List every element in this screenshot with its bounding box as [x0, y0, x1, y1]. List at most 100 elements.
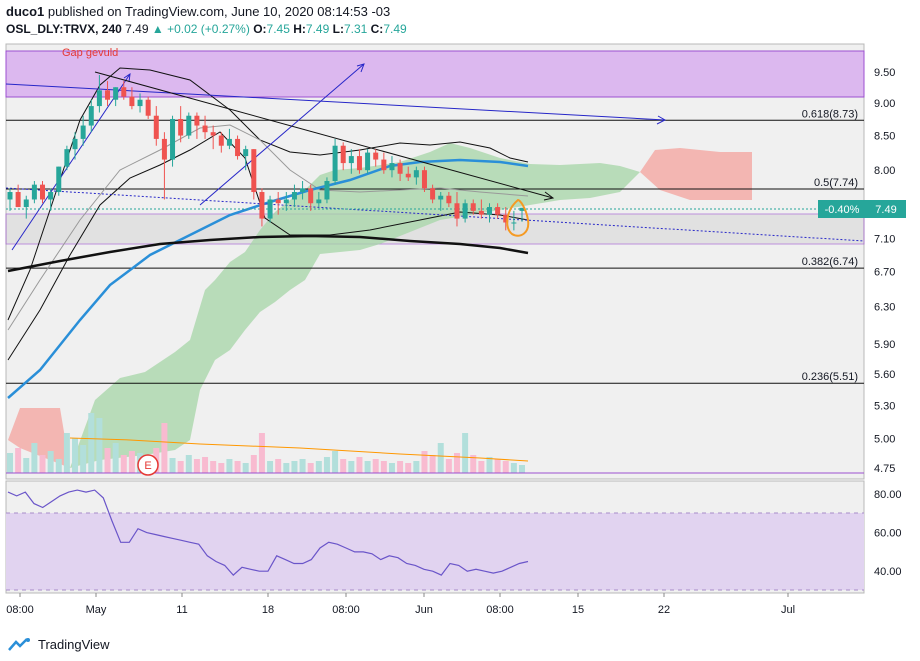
candle-body [405, 173, 411, 178]
candle-body [72, 138, 78, 150]
volume-bar [15, 448, 22, 473]
candle-body [462, 203, 468, 219]
ichimoku-cloud-bullish [70, 143, 640, 468]
volume-bar [494, 459, 501, 473]
volume-bar [470, 455, 477, 473]
earnings-icon[interactable] [137, 454, 159, 476]
y-tick-label: 9.00 [874, 98, 895, 110]
candle-body [283, 199, 289, 204]
candle-body [381, 159, 387, 171]
candle-body [210, 132, 216, 136]
x-tick-label: 08:00 [6, 604, 34, 616]
trendline-blue-down-arrowhead [656, 115, 667, 125]
candle-body [438, 195, 444, 200]
candle-body [340, 145, 346, 164]
bollinger-lower [7, 131, 529, 361]
y-tick-label: 5.60 [874, 369, 895, 381]
high-label: H: [293, 22, 306, 36]
change-tag [818, 200, 866, 218]
candle-body [40, 184, 46, 200]
x-tick-label: 08:00 [486, 604, 514, 616]
volume-bar [348, 461, 355, 473]
volume-bar [323, 457, 330, 473]
x-tick-label: 08:00 [332, 604, 360, 616]
volume-bar [299, 459, 306, 473]
x-tick-label: Jul [781, 604, 795, 616]
candle-body [7, 192, 13, 200]
candle-body [56, 166, 62, 193]
candle-body [356, 156, 362, 171]
candle-body [113, 87, 119, 100]
candle-body [446, 195, 452, 204]
candle-body [235, 138, 241, 157]
volume-bar [502, 461, 509, 473]
volume-bar [445, 459, 452, 473]
volume-bar [291, 461, 298, 473]
bollinger-basis [7, 124, 529, 331]
tradingview-logo-icon [8, 638, 30, 651]
volume-bar [55, 459, 62, 473]
volume-ma-line [69, 437, 529, 462]
candle-body [218, 135, 224, 146]
y-tick-label: 5.30 [874, 400, 895, 412]
open-label: O: [253, 22, 267, 36]
volume-bar [39, 455, 46, 473]
volume-bar [226, 459, 233, 473]
y-tick-label: 8.50 [874, 131, 895, 143]
price-tag-text: 7.49 [875, 204, 896, 216]
up-arrow-icon: ▲ [151, 22, 164, 36]
volume-bar [478, 461, 485, 473]
fib-label-1: 0.5(7.74) [814, 177, 858, 189]
candle-body [96, 90, 102, 107]
volume-bar [283, 463, 290, 473]
candle-body [137, 99, 143, 107]
volume-bar [72, 438, 79, 473]
chart-area[interactable]: Gap gevuld 0.618(8.73) 0.5(7.74) 0.382(6.7… [0, 40, 920, 630]
change-tag-text: -0.40% [825, 204, 860, 216]
x-tick-label: Jun [415, 604, 433, 616]
price-change: +0.02 (+0.27%) [167, 22, 250, 36]
volume-bar [429, 455, 436, 473]
volume-bar [413, 461, 420, 473]
ichimoku-cloud-bearish-future [640, 148, 752, 200]
volume-bar [218, 463, 225, 473]
x-tick-label: 15 [572, 604, 584, 616]
volume-bar [372, 459, 379, 473]
low-label: L: [332, 22, 344, 36]
candle-body [373, 152, 379, 160]
candle-body [324, 180, 330, 200]
volume-bar [88, 413, 95, 473]
volume-bar [258, 433, 265, 473]
symbol-label: OSL_DLY:TRVX, 240 [6, 22, 122, 36]
candle-body [145, 99, 151, 116]
y-tick-label: 9.50 [874, 67, 895, 79]
price-chart[interactable]: Gap gevuld 0.618(8.73) 0.5(7.74) 0.382(6.7… [0, 40, 920, 630]
candle-body [178, 118, 184, 136]
y-tick-label: 8.00 [874, 165, 895, 177]
volume-bar [80, 445, 87, 473]
trendline-blue-up-2-arrowhead [356, 63, 365, 73]
earnings-marker-label: E [144, 460, 151, 472]
candle-body [15, 192, 21, 208]
volume-bar [202, 457, 209, 473]
candle-body [421, 170, 427, 189]
candle-body [397, 163, 403, 174]
volume-bar [185, 455, 192, 473]
volume-bar [161, 423, 168, 473]
candle-body [194, 115, 200, 126]
gap-label: Gap gevuld [62, 47, 118, 59]
symbol-info: OSL_DLY:TRVX, 240 7.49 ▲ +0.02 (+0.27%) … [6, 21, 407, 37]
volume-bar [486, 457, 493, 473]
candle-body [80, 125, 86, 139]
candle-body [430, 188, 436, 200]
candle-body [503, 214, 509, 223]
candle-body [64, 149, 70, 167]
trendline-black-down-arrowhead [543, 191, 555, 201]
rsi-tick-label: 80.00 [874, 489, 902, 501]
volume-bar [397, 461, 404, 473]
x-tick-label: May [86, 604, 107, 616]
volume-bar [128, 451, 135, 473]
candle-body [316, 199, 322, 204]
candle-body [308, 188, 314, 204]
y-tick-label: 7.10 [874, 233, 895, 245]
